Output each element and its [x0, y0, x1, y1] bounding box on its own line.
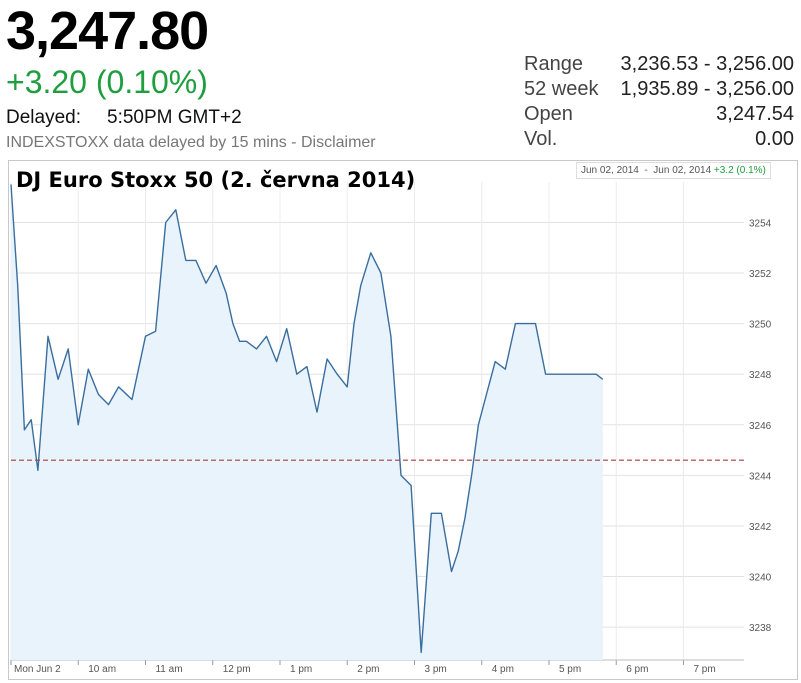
- x-tick-label: 11 am: [155, 664, 182, 675]
- chart-title: DJ Euro Stoxx 50 (2. června 2014): [16, 168, 416, 192]
- x-tick-label: 3 pm: [424, 664, 446, 675]
- price-change: +3.20 (0.10%): [6, 64, 208, 100]
- y-tick-label: 3254: [749, 218, 772, 229]
- x-tick-label: 6 pm: [626, 664, 648, 675]
- price-line: [10, 184, 604, 654]
- stats-table: Range 3,236.53 - 3,256.00 52 week 1,935.89…: [524, 52, 794, 152]
- stat-label: Range: [524, 53, 583, 75]
- x-tick-label: 10 am: [88, 664, 116, 675]
- y-tick-label: 3250: [749, 320, 772, 331]
- date-range-box: Jun 02, 2014 - Jun 02, 2014 +3.2 (0.1%): [576, 162, 771, 179]
- stats-row-52week: 52 week 1,935.89 - 3,256.00: [524, 77, 794, 102]
- range-separator: -: [644, 165, 648, 176]
- stats-row-open: Open 3,247.54: [524, 102, 794, 127]
- x-tick-label: 7 pm: [693, 664, 715, 675]
- x-tick-label: 4 pm: [492, 664, 514, 675]
- range-change: +3.2 (0.1%): [713, 165, 766, 176]
- data-source-note: INDEXSTOXX data delayed by 15 mins - Dis…: [6, 134, 376, 151]
- stats-row-range: Range 3,236.53 - 3,256.00: [524, 52, 794, 77]
- x-tick-label: 5 pm: [559, 664, 581, 675]
- stat-value: 3,247.54: [716, 103, 794, 125]
- stats-row-volume: Vol. 0.00: [524, 127, 794, 152]
- delayed-time: 5:50PM GMT+2: [107, 107, 242, 128]
- delayed-label: Delayed:: [6, 107, 81, 128]
- y-tick-label: 3248: [749, 370, 772, 381]
- y-tick-label: 3252: [749, 269, 772, 280]
- x-tick-label: 2 pm: [357, 664, 379, 675]
- stat-label: Vol.: [524, 128, 558, 150]
- stat-label: Open: [524, 103, 573, 125]
- y-tick-label: 3240: [749, 573, 772, 584]
- range-to: Jun 02, 2014: [653, 165, 712, 176]
- y-tick-label: 3238: [749, 623, 772, 634]
- x-tick-label: 1 pm: [290, 664, 312, 675]
- y-tick-label: 3242: [749, 522, 772, 533]
- x-tick-label: Mon Jun 2: [14, 664, 61, 675]
- price-value: 3,247.80: [6, 1, 209, 61]
- stat-value: 1,935.89 - 3,256.00: [620, 78, 794, 100]
- y-tick-label: 3244: [749, 471, 772, 482]
- x-tick-label: 12 pm: [223, 664, 251, 675]
- range-from: Jun 02, 2014: [581, 165, 639, 176]
- price-area-fill: [11, 184, 603, 660]
- stat-value: 0.00: [755, 128, 794, 150]
- y-tick-label: 3246: [749, 421, 772, 432]
- stat-label: 52 week: [524, 78, 599, 100]
- stat-value: 3,236.53 - 3,256.00: [620, 53, 794, 75]
- delayed-info: Delayed: 5:50PM GMT+2: [6, 106, 242, 130]
